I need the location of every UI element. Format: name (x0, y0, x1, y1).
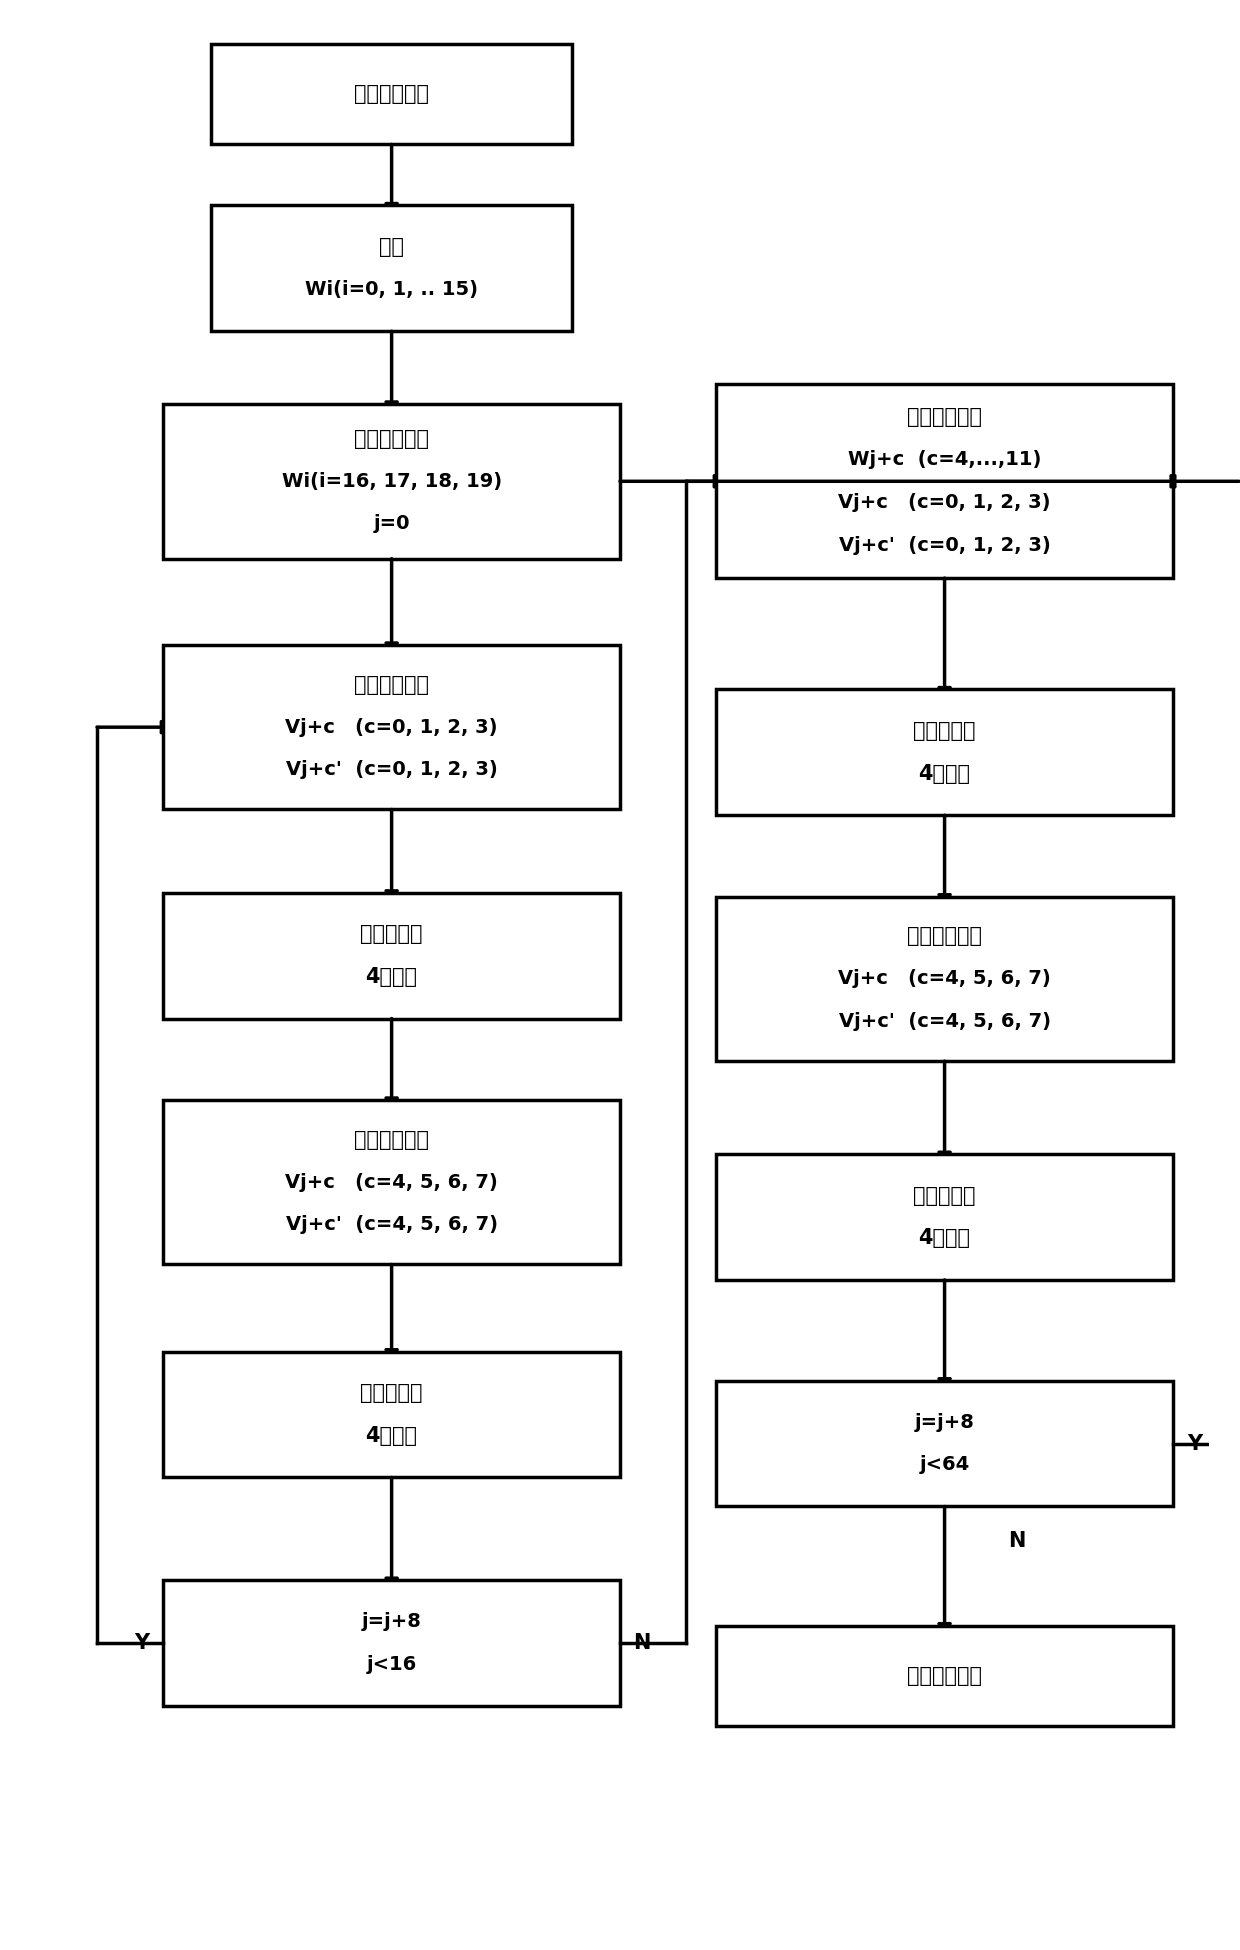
Bar (717, 384, 1173, 577)
Bar (211, 43, 572, 144)
Bar (164, 893, 620, 1018)
Text: 非向量指令: 非向量指令 (361, 924, 423, 944)
Bar (164, 1351, 620, 1478)
Text: Y: Y (134, 1632, 149, 1654)
Bar (717, 1381, 1173, 1507)
Bar (164, 1580, 620, 1706)
Bar (164, 645, 620, 809)
Text: 向量指令生成: 向量指令生成 (355, 675, 429, 694)
Text: Vj+c   (c=4, 5, 6, 7): Vj+c (c=4, 5, 6, 7) (285, 1172, 498, 1191)
Text: N: N (1008, 1531, 1025, 1552)
Bar (164, 404, 620, 560)
Text: 向量指令生成: 向量指令生成 (355, 429, 429, 448)
Text: Vj+c'  (c=0, 1, 2, 3): Vj+c' (c=0, 1, 2, 3) (838, 536, 1050, 554)
Text: Vj+c'  (c=4, 5, 6, 7): Vj+c' (c=4, 5, 6, 7) (838, 1012, 1050, 1032)
Text: Vj+c'  (c=4, 5, 6, 7): Vj+c' (c=4, 5, 6, 7) (285, 1215, 497, 1234)
Text: 4轮迭代: 4轮迭代 (366, 1425, 418, 1445)
Bar (164, 1100, 620, 1264)
Text: 压缩函数输出: 压缩函数输出 (908, 1665, 982, 1687)
Bar (717, 690, 1173, 815)
Text: j<64: j<64 (919, 1455, 970, 1474)
Text: Wi(i=16, 17, 18, 19): Wi(i=16, 17, 18, 19) (281, 472, 502, 491)
Text: j=j+8: j=j+8 (362, 1613, 422, 1630)
Bar (211, 205, 572, 332)
Text: j=0: j=0 (373, 515, 410, 534)
Bar (717, 1626, 1173, 1726)
Bar (717, 897, 1173, 1061)
Text: 向量指令生成: 向量指令生成 (908, 408, 982, 427)
Bar (717, 1154, 1173, 1279)
Text: j=j+8: j=j+8 (915, 1412, 975, 1431)
Text: 压缩函数入口: 压缩函数入口 (355, 84, 429, 103)
Text: Vj+c   (c=0, 1, 2, 3): Vj+c (c=0, 1, 2, 3) (285, 718, 498, 737)
Text: 4轮迭代: 4轮迭代 (919, 1228, 971, 1248)
Text: 4轮迭代: 4轮迭代 (919, 764, 971, 784)
Text: 4轮迭代: 4轮迭代 (366, 967, 418, 987)
Text: 向量指令生成: 向量指令生成 (908, 926, 982, 946)
Text: 向量指令生成: 向量指令生成 (355, 1129, 429, 1150)
Text: Vj+c'  (c=0, 1, 2, 3): Vj+c' (c=0, 1, 2, 3) (285, 760, 497, 780)
Text: 非向量指令: 非向量指令 (914, 1186, 976, 1205)
Text: 非向量指令: 非向量指令 (914, 722, 976, 741)
Text: Wi(i=0, 1, .. 15): Wi(i=0, 1, .. 15) (305, 281, 479, 298)
Text: 非向量指令: 非向量指令 (361, 1383, 423, 1404)
Text: Vj+c   (c=0, 1, 2, 3): Vj+c (c=0, 1, 2, 3) (838, 493, 1050, 513)
Text: N: N (632, 1632, 650, 1654)
Text: Wj+c  (c=4,...,11): Wj+c (c=4,...,11) (848, 450, 1042, 470)
Text: Y: Y (1187, 1433, 1202, 1453)
Text: 生成: 生成 (379, 238, 404, 257)
Text: j<16: j<16 (367, 1656, 417, 1673)
Text: Vj+c   (c=4, 5, 6, 7): Vj+c (c=4, 5, 6, 7) (838, 969, 1052, 989)
